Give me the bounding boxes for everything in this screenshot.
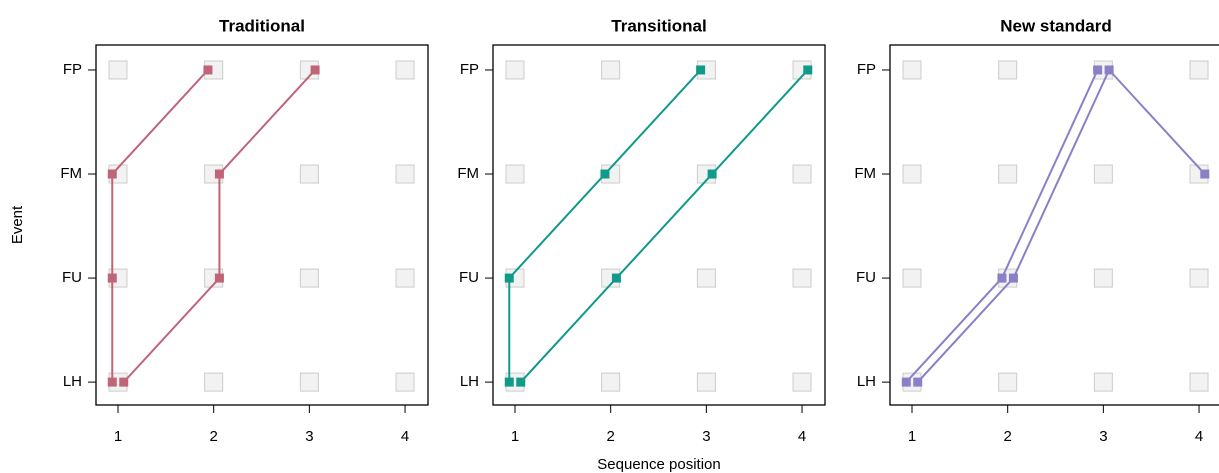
point (107, 377, 117, 387)
grid-cell (299, 268, 319, 288)
x-tick-label: 2 (1004, 428, 1012, 445)
grid-cell (902, 164, 922, 184)
grid-cell (902, 60, 922, 80)
point (214, 273, 224, 283)
x-tick-label: 1 (511, 428, 519, 445)
point (901, 377, 911, 387)
y-tick-label: FM (60, 165, 82, 182)
x-tick-label: 3 (305, 428, 313, 445)
y-tick-label: FU (856, 269, 876, 286)
y-tick-label: FP (857, 61, 876, 78)
x-tick-label: 4 (401, 428, 409, 445)
point (310, 65, 320, 75)
plot-frame (889, 44, 1219, 406)
grid-cell (505, 164, 525, 184)
point (504, 377, 514, 387)
grid-cell (204, 372, 224, 392)
grid-cell (696, 268, 716, 288)
grid-cell (395, 60, 415, 80)
grid-cell (998, 60, 1018, 80)
grid-cell (792, 268, 812, 288)
grid-cell (1093, 268, 1113, 288)
grid-cell (1189, 268, 1209, 288)
panel-title: Traditional (219, 16, 305, 35)
x-tick-label: 4 (798, 428, 806, 445)
y-tick-label: FU (62, 269, 82, 286)
y-tick-label: LH (63, 373, 82, 390)
panel-title: New standard (1000, 16, 1111, 35)
series-line (123, 69, 316, 383)
x-tick-label: 4 (1195, 428, 1203, 445)
point (107, 169, 117, 179)
grid-cell (792, 372, 812, 392)
series-line (111, 69, 209, 383)
point (203, 65, 213, 75)
y-tick-label: FP (63, 61, 82, 78)
x-axis-label: Sequence position (597, 456, 720, 473)
series-line (508, 69, 702, 383)
series-line (905, 69, 1099, 383)
x-tick-label: 1 (908, 428, 916, 445)
y-tick-label: FM (457, 165, 479, 182)
grid-cell (505, 60, 525, 80)
x-tick-label: 3 (1099, 428, 1107, 445)
point (504, 273, 514, 283)
series-line (917, 68, 1206, 383)
point (119, 377, 129, 387)
point (107, 273, 117, 283)
grid-cell (395, 164, 415, 184)
grid-cell (299, 372, 319, 392)
grid-cell (108, 60, 128, 80)
grid-cell (998, 164, 1018, 184)
y-tick-label: LH (460, 373, 479, 390)
y-tick-label: LH (857, 373, 876, 390)
plot-frame (492, 44, 826, 406)
x-tick-label: 2 (607, 428, 615, 445)
point (707, 169, 717, 179)
point (803, 65, 813, 75)
point (516, 377, 526, 387)
grid-cell (1189, 372, 1209, 392)
grid-cell (395, 268, 415, 288)
point (913, 377, 923, 387)
grid-cell (998, 372, 1018, 392)
point (1093, 65, 1103, 75)
y-tick-label: FM (854, 165, 876, 182)
point (1200, 169, 1210, 179)
grid-cell (601, 60, 621, 80)
grid-cell (902, 268, 922, 288)
grid-cell (1093, 164, 1113, 184)
grid-cell (1189, 60, 1209, 80)
grid-cell (299, 164, 319, 184)
point (611, 273, 621, 283)
grid-cell (792, 164, 812, 184)
grid-cell (696, 372, 716, 392)
x-tick-label: 1 (114, 428, 122, 445)
point (696, 65, 706, 75)
point (1104, 65, 1114, 75)
point (1008, 273, 1018, 283)
panel-title: Transitional (611, 16, 706, 35)
y-tick-label: FP (460, 61, 479, 78)
x-tick-label: 3 (702, 428, 710, 445)
point (214, 169, 224, 179)
y-axis-label: Event (9, 205, 26, 244)
grid-cell (395, 372, 415, 392)
grid-cell (1093, 372, 1113, 392)
point (997, 273, 1007, 283)
point (600, 169, 610, 179)
series-line (520, 69, 809, 383)
plot-frame (95, 44, 429, 406)
y-tick-label: FU (459, 269, 479, 286)
grid-cell (601, 372, 621, 392)
x-tick-label: 2 (210, 428, 218, 445)
